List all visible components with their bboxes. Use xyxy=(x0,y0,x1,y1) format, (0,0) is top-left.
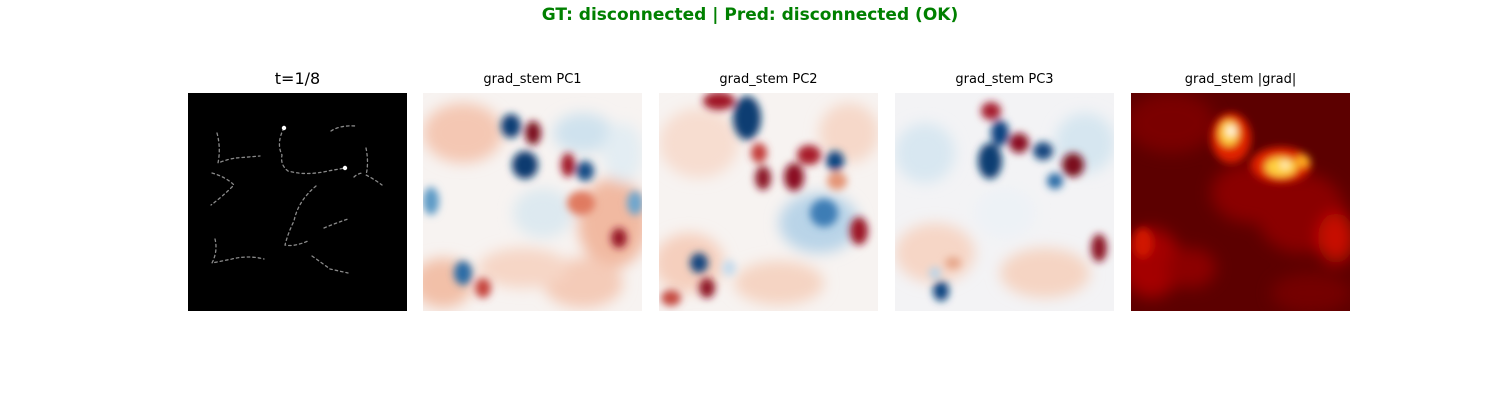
input-bright-points xyxy=(281,125,348,171)
curve-segment xyxy=(323,218,349,229)
pc2-heatmap xyxy=(659,93,878,311)
input-frame-image xyxy=(188,93,407,311)
curve-segment xyxy=(216,132,261,165)
bright-point xyxy=(342,165,348,171)
input-curves xyxy=(210,125,383,274)
panel-title-pc3: grad_stem PC3 xyxy=(955,72,1054,87)
curve-segment xyxy=(353,172,365,178)
pc3-heatmap-panel xyxy=(895,93,1114,311)
input-frame-background xyxy=(188,93,407,311)
curve-segment xyxy=(278,127,346,175)
grad-magnitude-heatmap-panel xyxy=(1131,93,1350,311)
curve-segment xyxy=(365,147,383,186)
pc1-heatmap xyxy=(423,93,642,311)
bright-point xyxy=(281,125,287,131)
curve-segment xyxy=(210,172,235,206)
curve-segment xyxy=(330,125,357,132)
curve-segment xyxy=(210,238,265,264)
pc1-heatmap-panel xyxy=(423,93,642,311)
figure-title: GT: disconnected | Pred: disconnected (O… xyxy=(541,5,959,25)
panel-title-input: t=1/8 xyxy=(274,69,321,88)
panel-title-grad-magnitude: grad_stem |grad| xyxy=(1184,72,1297,87)
pc3-heatmap xyxy=(895,93,1114,311)
curve-segment xyxy=(284,185,317,247)
pc2-heatmap-panel xyxy=(659,93,878,311)
panel-title-pc2: grad_stem PC2 xyxy=(719,72,818,87)
panel-title-pc1: grad_stem PC1 xyxy=(483,72,582,87)
input-frame-panel xyxy=(188,93,407,311)
grad-magnitude-heatmap xyxy=(1131,93,1350,311)
curve-segment xyxy=(311,255,349,274)
